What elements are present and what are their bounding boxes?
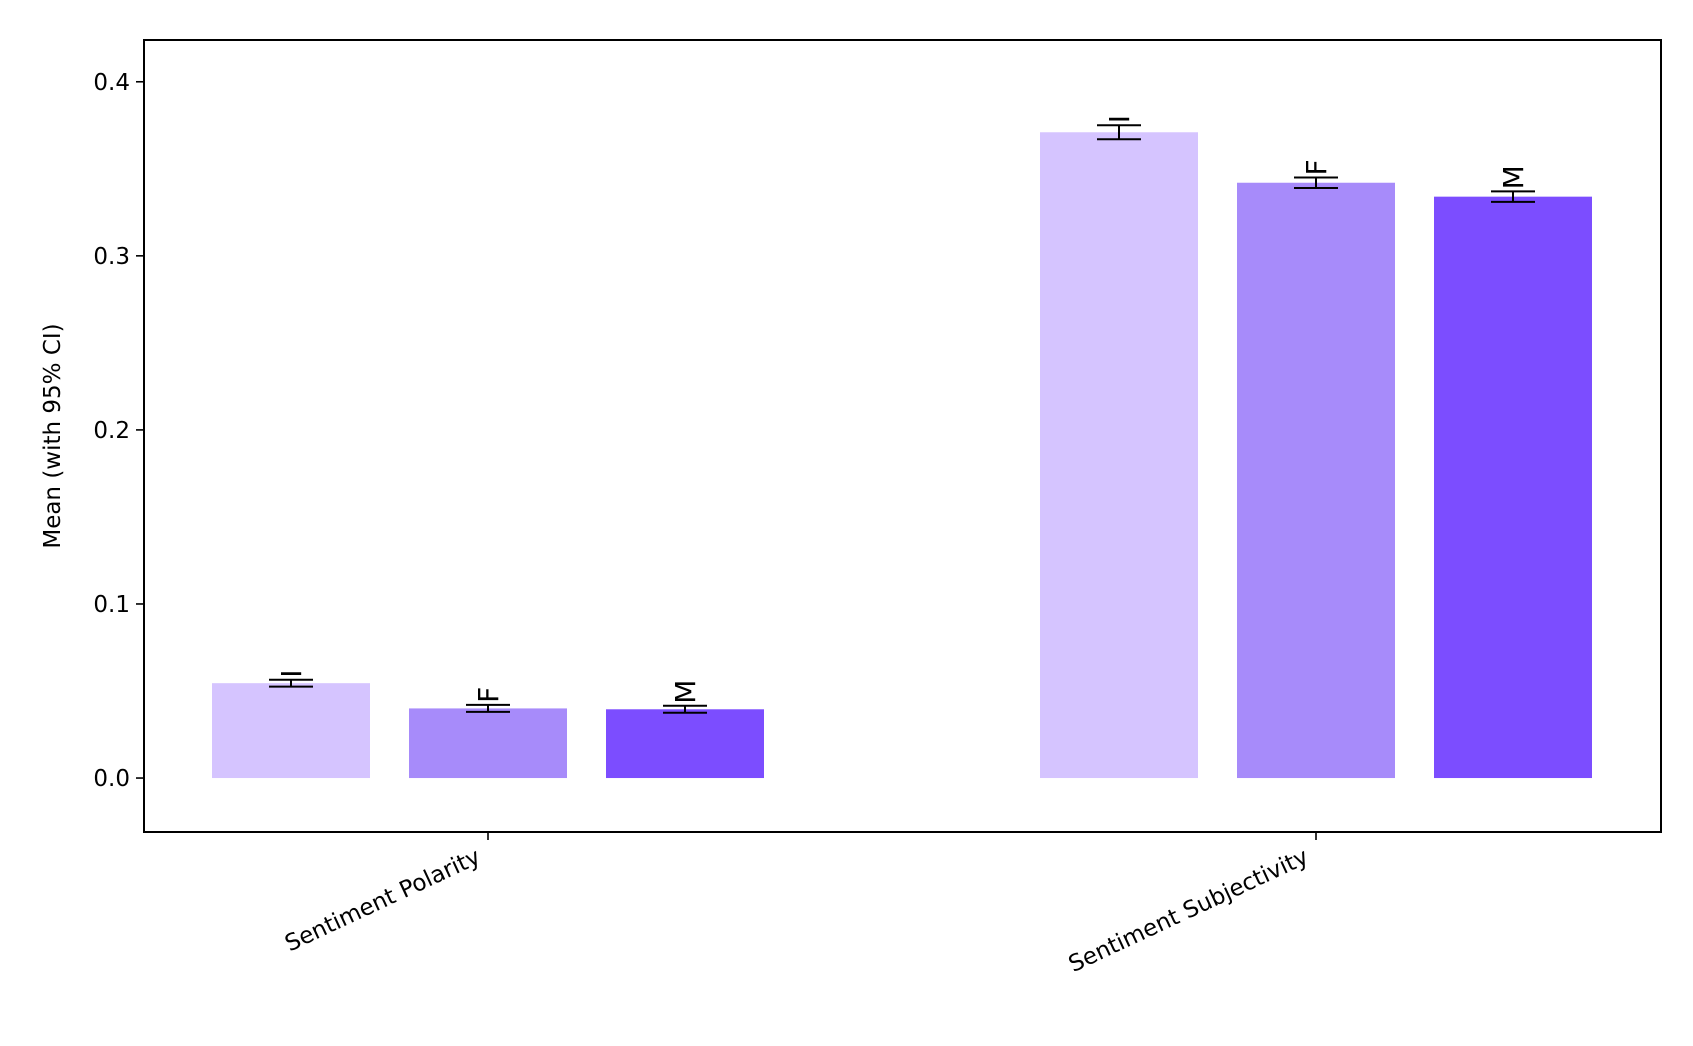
y-axis-title: Mean (with 95% CI) <box>40 323 66 548</box>
y-tick-label: 0.3 <box>93 244 130 270</box>
bar-M-1 <box>1434 196 1592 779</box>
bar-label-F-0: F <box>472 687 505 703</box>
bar-labels: I F M I F M <box>275 115 1530 704</box>
x-axis: Sentiment Polarity Sentiment Subjectivity <box>281 832 1317 978</box>
y-tick-label: 0.1 <box>93 592 130 618</box>
y-tick-label: 0.0 <box>93 766 130 792</box>
bar-label-M-0: M <box>669 680 702 704</box>
bar-label-I-0: I <box>275 669 308 677</box>
plot-frame <box>143 39 1662 833</box>
y-axis: 0.0 0.1 0.2 0.3 0.4 <box>93 70 144 792</box>
bar-label-I-1: I <box>1103 115 1136 123</box>
bar-I-1 <box>1040 132 1198 779</box>
bar-label-F-1: F <box>1300 159 1333 175</box>
bar-I-0 <box>212 683 370 779</box>
bars <box>212 132 1592 779</box>
bar-label-M-1: M <box>1497 165 1530 189</box>
bar-F-0 <box>409 708 567 779</box>
y-tick-label: 0.2 <box>93 418 130 444</box>
x-tick-label: Sentiment Polarity <box>281 844 484 957</box>
x-tick-label: Sentiment Subjectivity <box>1065 844 1313 978</box>
error-bars <box>269 124 1535 714</box>
y-tick-label: 0.4 <box>93 70 130 96</box>
bar-F-1 <box>1237 182 1395 779</box>
bar-M-0 <box>606 709 764 779</box>
